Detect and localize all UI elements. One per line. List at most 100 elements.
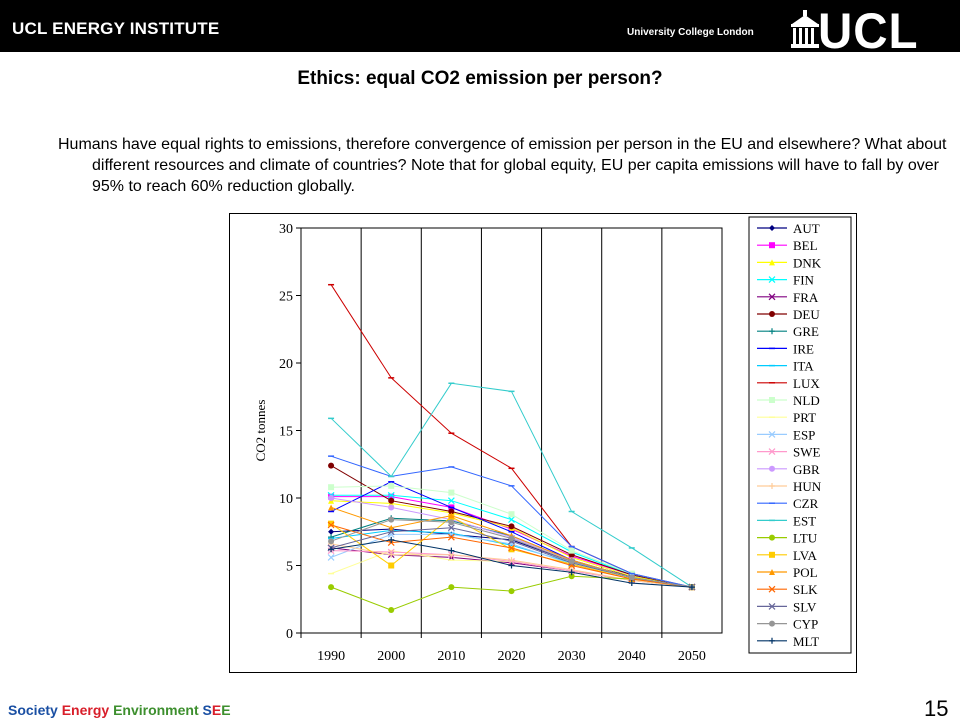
legend-label-aut: AUT [793,221,820,236]
co2-emissions-chart: 0 5 10 15 20 25 30 1990 2000 2010 2020 2030 2040 2050… [229,213,857,673]
university-name: University College London [627,27,754,38]
series-point-aut [328,528,335,535]
legend-label-gre: GRE [793,324,819,339]
series-point-cyp [388,516,395,523]
slide-body-text: Humans have equal rights to emissions, t… [58,136,947,195]
legend-marker-ltu [769,534,775,541]
legend-marker-mlt [769,637,775,644]
legend-label-lva: LVA [793,548,817,563]
footer-see: SEE [202,702,231,718]
series-point-deu [388,497,395,504]
legend-label-mlt: MLT [793,634,819,649]
legend-label-deu: DEU [793,307,820,322]
legend-marker-deu [769,311,775,317]
legend-marker-hun [769,483,775,489]
series-point-slk [508,544,515,552]
legend-label-ltu: LTU [793,531,818,546]
legend-label-slk: SLK [793,582,818,597]
legend-label-hun: HUN [793,479,822,494]
x-tick-label: 2040 [618,649,646,664]
legend-label-esp: ESP [793,427,815,442]
legend-label-slv: SLV [793,599,817,614]
series-point-ltu [388,607,395,614]
legend-marker-slk [768,585,776,593]
ucl-portico-icon [791,10,819,48]
series-point-pol [388,524,395,531]
legend-label-ita: ITA [793,359,814,374]
legend-marker-lva [769,551,775,558]
footer-tagline: Society Energy Environment SEE [8,702,231,718]
y-axis-label: CO2 tonnes [253,400,268,462]
x-tick-label: 2000 [377,649,405,664]
legend-marker-pol [769,569,775,575]
series-point-cyp [508,535,515,542]
series-point-cyp [448,519,455,526]
series-point-deu [328,462,335,469]
series-point-mlt [328,546,335,553]
series-point-slv [447,524,455,532]
series-point-hun [388,551,395,558]
legend-label-czr: CZR [793,496,819,511]
series-point-nld [388,482,395,489]
institute-name: UCL ENERGY INSTITUTE [12,19,220,38]
legend-marker-fra [768,293,776,301]
series-point-ltu [568,573,575,580]
y-tick-label: 0 [286,627,293,642]
series-point-fin [447,497,455,505]
plot-area [300,227,723,634]
series-point-slv [387,528,395,536]
legend-label-ire: IRE [793,341,814,356]
series-point-deu [448,508,455,515]
series-point-pol [328,504,335,511]
header-bar: UCL ENERGY INSTITUTE University College … [0,0,960,56]
series-point-nld [508,511,515,518]
y-tick-label: 10 [279,492,293,507]
series-point-gbr [328,495,335,501]
series-point-lva [388,562,395,569]
x-tick-label: 2020 [498,649,526,664]
legend-marker-swe [768,448,776,456]
series-point-lva [328,520,335,527]
legend-label-swe: SWE [793,445,821,460]
legend-label-pol: POL [793,565,818,580]
series-point-mlt [568,569,575,576]
series-point-slk [447,533,455,541]
series-point-lva [508,546,515,553]
series-point-mlt [628,580,635,587]
footer-environment: Environment [113,702,199,718]
series-point-gbr [388,504,395,511]
series-point-hun [508,557,515,564]
legend-label-gbr: GBR [793,462,820,477]
page-number: 15 [924,696,949,721]
legend-marker-slv [768,602,776,610]
series-point-fin [508,516,515,524]
series-point-ltu [508,588,515,595]
legend-marker-dnk [769,259,775,266]
x-tick-label: 1990 [317,649,345,664]
legend-marker-cyp [769,620,775,627]
legend-marker-fin [768,276,776,284]
legend-label-fin: FIN [793,273,815,288]
series-point-esp [447,531,455,538]
x-tick-label: 2030 [558,649,586,664]
legend-label-est: EST [793,513,816,528]
legend-marker-aut [769,225,775,231]
series-point-mlt [448,547,455,554]
series-point-cyp [328,538,335,545]
series-point-slk [327,521,335,529]
legend-label-cyp: CYP [793,617,818,632]
legend-label-fra: FRA [793,290,819,305]
series-point-nld [448,489,455,496]
x-tick-label: 2010 [437,649,465,664]
footer-energy: Energy [61,702,110,718]
y-tick-label: 20 [279,357,293,372]
series-point-mlt [688,584,695,591]
legend-marker-nld [769,397,775,403]
series-point-pol [448,512,455,519]
y-tick-label: 25 [279,290,293,305]
y-tick-label: 5 [286,560,293,575]
y-tick-label: 15 [279,425,293,440]
legend-label-prt: PRT [793,410,816,425]
slide-title: Ethics: equal CO2 emission per person? [297,68,663,89]
series-point-cyp [628,574,635,581]
